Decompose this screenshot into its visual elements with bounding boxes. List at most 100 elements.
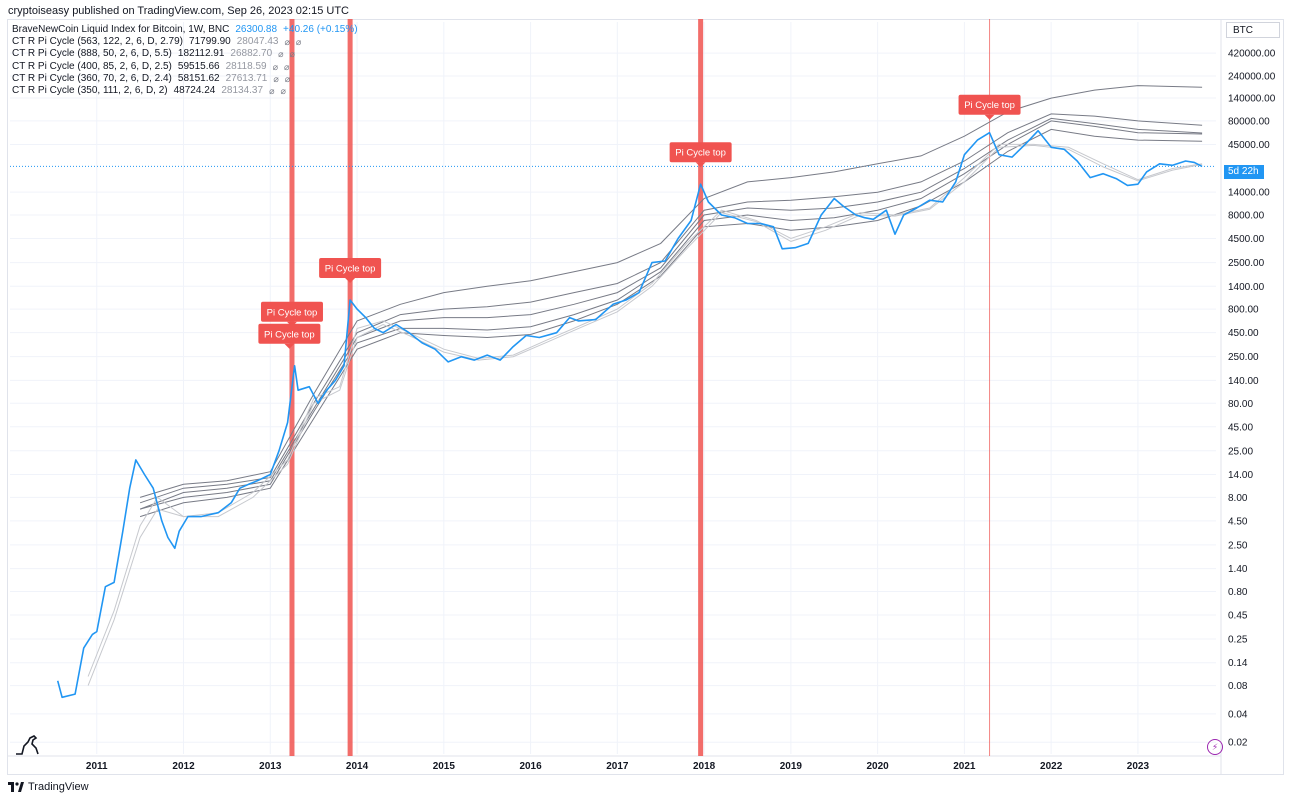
symbol-box[interactable]: BTC [1226, 22, 1280, 38]
signal-label-text: Pi Cycle top [675, 148, 726, 159]
y-tick-label: 450.00 [1228, 328, 1259, 339]
visibility-toggle-icon[interactable]: ⌀ [284, 73, 291, 84]
visibility-toggle-icon[interactable]: ⌀ [284, 61, 290, 72]
y-tick-label: 4.50 [1228, 516, 1248, 527]
y-tick-label: 0.80 [1228, 587, 1248, 598]
tradingview-footer: TradingView [8, 781, 89, 793]
legend-indicator-value: 58151.62 [177, 72, 220, 84]
legend-indicator-label: CT R Pi Cycle (888, 50, 2, 6, D, 5.5) [12, 48, 172, 60]
signal-label-text: Pi Cycle top [325, 264, 376, 275]
y-tick-label: 800.00 [1228, 305, 1259, 316]
legend-main-row[interactable]: BraveNewCoin Liquid Index for Bitcoin, 1… [12, 24, 358, 36]
legend-indicator-label: CT R Pi Cycle (400, 85, 2, 6, D, 2.5) [12, 60, 172, 72]
signal-vertical-line[interactable] [347, 19, 353, 756]
legend-indicator-value2: 27613.71 [225, 72, 268, 84]
x-tick-label: 2013 [259, 761, 282, 772]
legend-indicator-value2: 28047.43 [236, 36, 279, 48]
signal-label-box[interactable] [958, 94, 1021, 115]
tradingview-logo-icon [8, 782, 24, 792]
visibility-toggle-icon[interactable]: ⌀ [269, 86, 275, 97]
y-tick-label: 4500.00 [1228, 234, 1265, 245]
y-tick-label: 0.02 [1228, 738, 1248, 749]
legend-indicator-row[interactable]: CT R Pi Cycle (400, 85, 2, 6, D, 2.5) 595… [12, 61, 358, 73]
legend-indicator-value2: 26882.70 [230, 48, 273, 60]
signal-vertical-line[interactable] [698, 19, 704, 756]
y-tick-label: 140000.00 [1228, 94, 1276, 105]
x-tick-label: 2020 [867, 761, 890, 772]
legend-main-change: +40.26 (+0.15%) [283, 24, 358, 35]
visibility-toggle-icon[interactable]: ⌀ [284, 37, 290, 48]
visibility-toggle-icon[interactable]: ⌀ [273, 73, 279, 84]
legend-indicator-value: 182112.91 [177, 48, 225, 60]
y-tick-label: 80.00 [1228, 399, 1253, 410]
dino-logo-icon [16, 735, 39, 755]
lightning-icon[interactable]: ⚡ [1207, 739, 1223, 755]
signal-label-pointer-icon [284, 343, 295, 349]
legend-indicator-value: 48724.24 [173, 85, 216, 97]
ma-long-series-line[interactable] [139, 128, 1203, 518]
y-tick-label: 1.40 [1228, 564, 1248, 575]
signal-label-text: Pi Cycle top [267, 307, 318, 318]
ma-long-series-line[interactable] [139, 117, 1203, 510]
y-tick-label: 0.45 [1228, 610, 1248, 621]
visibility-toggle-icon[interactable]: ⌀ [278, 49, 284, 60]
x-tick-label: 2012 [172, 761, 195, 772]
x-tick-label: 2016 [519, 761, 542, 772]
x-tick-label: 2015 [433, 761, 456, 772]
x-tick-label: 2022 [1040, 761, 1063, 772]
legend-indicator-value: 59515.66 [177, 60, 220, 72]
y-tick-label: 2500.00 [1228, 258, 1265, 269]
legend-indicator-row[interactable]: CT R Pi Cycle (350, 111, 2, 6, D, 2) 4872… [12, 85, 358, 97]
legend-indicator-list: CT R Pi Cycle (563, 122, 2, 6, D, 2.79) 7… [12, 36, 358, 97]
y-tick-label: 14000.00 [1228, 188, 1270, 199]
signal-label-pointer-icon [345, 278, 356, 284]
y-tick-label: 0.04 [1228, 709, 1248, 720]
x-tick-label: 2018 [693, 761, 716, 772]
visibility-toggle-icon[interactable]: ⌀ [280, 86, 286, 97]
signal-label-box[interactable] [260, 301, 323, 322]
signal-label-box[interactable] [258, 323, 321, 344]
signal-label-text: Pi Cycle top [264, 329, 315, 340]
signal-label-box[interactable] [319, 258, 382, 279]
legend-indicator-value2: 28134.37 [221, 85, 264, 97]
y-tick-label: 8000.00 [1228, 211, 1265, 222]
price-series-line[interactable] [56, 129, 1203, 699]
legend-indicator-row[interactable]: CT R Pi Cycle (563, 122, 2, 6, D, 2.79) 7… [12, 36, 358, 48]
visibility-toggle-icon[interactable]: ⌀ [295, 37, 302, 48]
signal-label-text: Pi Cycle top [964, 100, 1015, 111]
ma-short-series-line[interactable] [87, 144, 1203, 686]
y-tick-label: 1400.00 [1228, 282, 1265, 293]
signal-label-pointer-icon [695, 162, 706, 168]
visibility-toggle-icon[interactable]: ⌀ [272, 61, 278, 72]
y-tick-label: 0.14 [1228, 658, 1248, 669]
legend-indicator-label: CT R Pi Cycle (350, 111, 2, 6, D, 2) [12, 85, 168, 97]
x-tick-label: 2019 [780, 761, 803, 772]
y-tick-label: 240000.00 [1228, 72, 1276, 83]
legend-indicator-label: CT R Pi Cycle (360, 70, 2, 6, D, 2.4) [12, 72, 172, 84]
legend-indicator-value2: 28118.59 [225, 60, 267, 72]
legend-indicator-row[interactable]: CT R Pi Cycle (888, 50, 2, 6, D, 5.5) 182… [12, 48, 358, 60]
legend-indicator-row[interactable]: CT R Pi Cycle (360, 70, 2, 6, D, 2.4) 581… [12, 73, 358, 85]
published-byline: cryptoiseasy published on TradingView.co… [8, 5, 349, 17]
ma-short-series-line[interactable] [87, 143, 1203, 677]
legend-indicator-value: 71799.90 [189, 36, 231, 48]
chart-frame[interactable] [7, 19, 1284, 775]
y-tick-label: 0.25 [1228, 635, 1248, 646]
visibility-toggle-icon[interactable]: ⌀ [289, 49, 295, 60]
signal-label-box[interactable] [669, 142, 732, 163]
y-tick-label: 45.00 [1228, 422, 1253, 433]
y-tick-label: 14.00 [1228, 470, 1253, 481]
legend-main-value: 26300.88 [235, 24, 278, 35]
x-tick-label: 2023 [1127, 761, 1150, 772]
y-tick-label: 80000.00 [1228, 116, 1270, 127]
x-tick-label: 2014 [346, 761, 369, 772]
signal-label-pointer-icon [984, 114, 995, 120]
y-tick-label: 420000.00 [1228, 49, 1276, 60]
signal-vertical-line[interactable] [989, 19, 991, 756]
y-tick-label: 0.08 [1228, 681, 1248, 692]
x-tick-label: 2011 [86, 761, 108, 772]
y-tick-label: 8.00 [1228, 493, 1248, 504]
y-tick-label: 25.00 [1228, 446, 1253, 457]
x-tick-label: 2021 [953, 761, 976, 772]
